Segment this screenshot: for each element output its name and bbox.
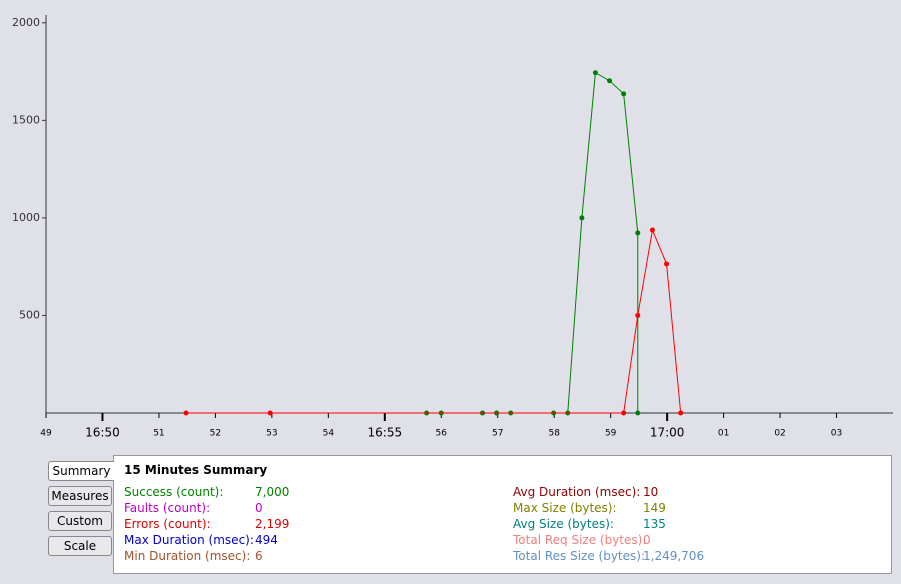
summary-label: Errors (count): (124, 517, 211, 531)
chart: 500 1000 1500 2000 49 16:50 51 52 53 54 16:55 56 57 5… (12, 15, 893, 440)
summary-value: 0 (643, 533, 651, 547)
y-tick-label: 1500 (12, 113, 40, 126)
data-point (621, 91, 627, 97)
summary-label: Success (count): (124, 485, 224, 499)
x-tick-label: 02 (774, 429, 785, 439)
data-point (678, 410, 684, 416)
y-tick-label: 1000 (12, 211, 40, 224)
tab-button[interactable]: Custom (48, 511, 112, 531)
summary-label: Max Size (bytes): (513, 501, 617, 515)
x-tick-label: 49 (40, 429, 52, 439)
summary-value: 149 (643, 501, 666, 515)
x-tick-label: 17:00 (650, 426, 685, 440)
tab-button[interactable]: Scale (48, 536, 112, 556)
tab-button[interactable]: Summary (48, 461, 114, 481)
summary-label: Min Duration (msec): (124, 549, 251, 563)
summary-value: 2,199 (255, 517, 290, 531)
x-tick-label: 51 (153, 429, 164, 439)
x-tick-label: 59 (605, 429, 617, 439)
data-point (579, 215, 585, 221)
data-point (183, 410, 189, 416)
summary-value: 494 (255, 533, 278, 547)
summary-value: 135 (643, 517, 666, 531)
x-tick-label: 56 (436, 429, 448, 439)
summary-title: 15 Minutes Summary (124, 463, 268, 477)
x-tick-label: 57 (492, 429, 503, 439)
data-point (607, 78, 613, 84)
x-tick-label: 58 (548, 429, 560, 439)
data-point (635, 312, 641, 318)
y-tick-label: 2000 (12, 16, 40, 29)
x-tick-label: 16:55 (368, 426, 403, 440)
x-tick-label: 54 (323, 429, 335, 439)
tab-button[interactable]: Measures (48, 486, 112, 506)
x-tick-label: 01 (718, 429, 729, 439)
data-point (635, 410, 641, 416)
data-point (664, 261, 670, 267)
summary-value: 10 (643, 485, 659, 499)
y-tick-label: 500 (19, 308, 40, 321)
summary-value: 1,249,706 (643, 549, 705, 563)
series-line (186, 228, 682, 414)
summary-value: 7,000 (255, 485, 290, 499)
data-point (592, 70, 598, 76)
x-tick-label: 16:50 (85, 426, 120, 440)
summary-label: Total Req Size (bytes): (513, 533, 647, 547)
summary-label: Total Res Size (bytes): (513, 549, 645, 563)
data-point (635, 230, 641, 236)
data-point (621, 410, 627, 416)
summary-value: 6 (255, 549, 263, 563)
series-line (426, 71, 639, 414)
data-point (267, 410, 273, 416)
summary-label: Avg Size (bytes): (513, 517, 614, 531)
summary-label: Faults (count): (124, 501, 211, 515)
data-point (649, 227, 655, 233)
summary-label: Max Duration (msec): (124, 533, 254, 547)
x-tick-label: 52 (210, 429, 221, 439)
x-tick-label: 53 (266, 429, 277, 439)
summary-label: Avg Duration (msec): (513, 485, 641, 499)
x-tick-label: 03 (831, 429, 842, 439)
summary-value: 0 (255, 501, 263, 515)
summary-panel: 15 Minutes Summary Success (count): 7,000… (113, 455, 892, 574)
